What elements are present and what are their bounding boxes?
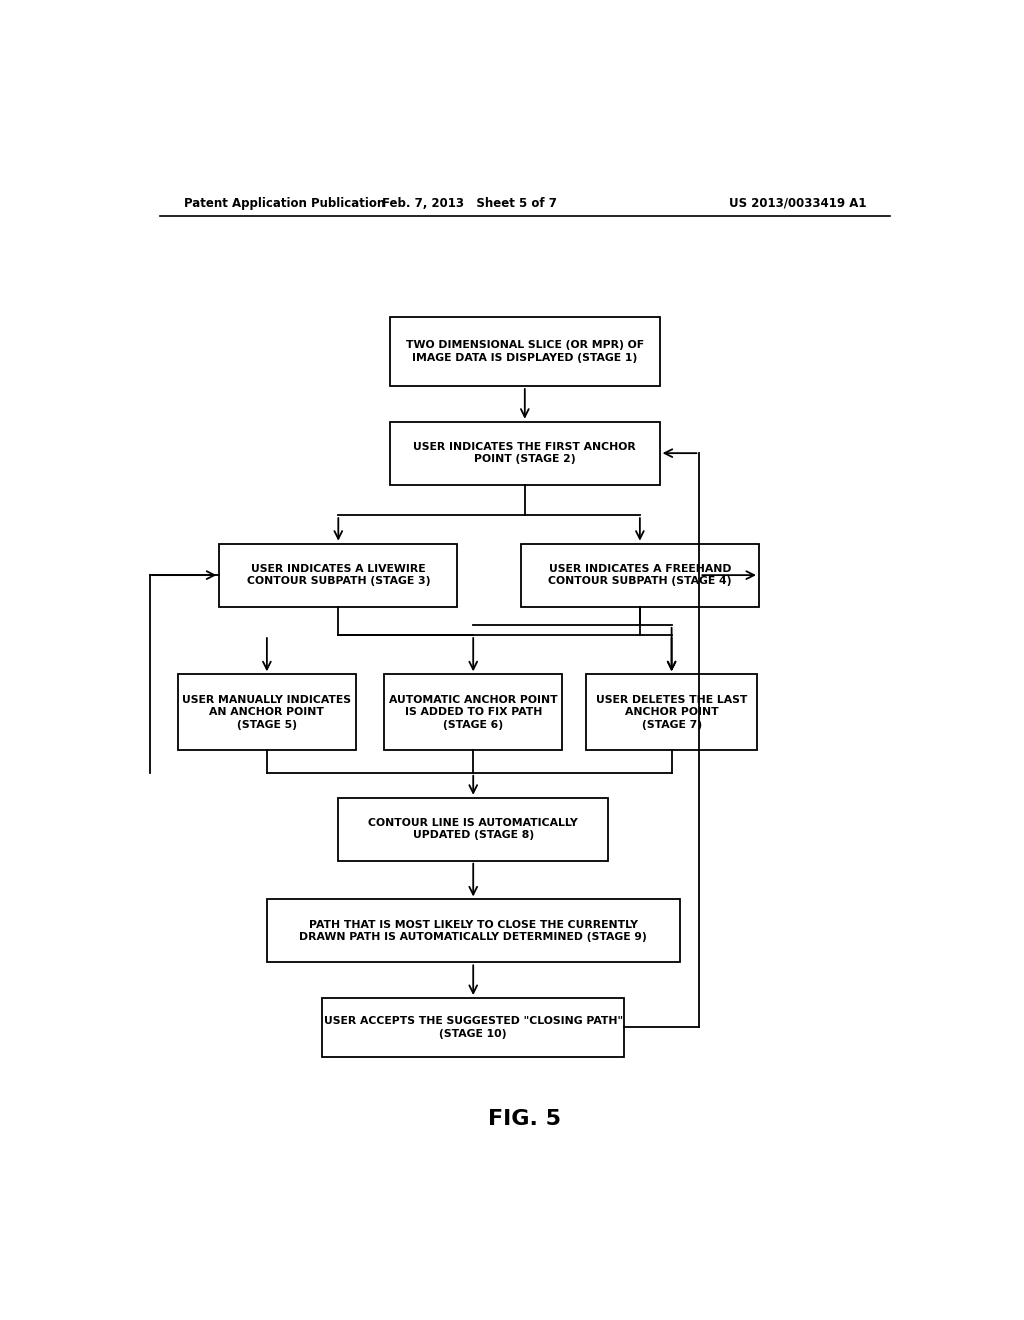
Text: AUTOMATIC ANCHOR POINT
IS ADDED TO FIX PATH
(STAGE 6): AUTOMATIC ANCHOR POINT IS ADDED TO FIX P… [389,694,557,730]
Text: US 2013/0033419 A1: US 2013/0033419 A1 [728,197,866,210]
Text: TWO DIMENSIONAL SLICE (OR MPR) OF
IMAGE DATA IS DISPLAYED (STAGE 1): TWO DIMENSIONAL SLICE (OR MPR) OF IMAGE … [406,341,644,363]
Text: USER DELETES THE LAST
ANCHOR POINT
(STAGE 7): USER DELETES THE LAST ANCHOR POINT (STAG… [596,694,748,730]
Bar [323,998,624,1057]
Bar [390,317,659,385]
Bar [177,675,356,751]
Bar [267,899,680,962]
Bar [219,544,458,607]
Text: USER ACCEPTS THE SUGGESTED "CLOSING PATH"
(STAGE 10): USER ACCEPTS THE SUGGESTED "CLOSING PATH… [324,1016,623,1039]
Text: Feb. 7, 2013   Sheet 5 of 7: Feb. 7, 2013 Sheet 5 of 7 [382,197,557,210]
Text: USER INDICATES A LIVEWIRE
CONTOUR SUBPATH (STAGE 3): USER INDICATES A LIVEWIRE CONTOUR SUBPAT… [247,564,430,586]
Text: USER MANUALLY INDICATES
AN ANCHOR POINT
(STAGE 5): USER MANUALLY INDICATES AN ANCHOR POINT … [182,694,351,730]
Bar [521,544,759,607]
Text: Patent Application Publication: Patent Application Publication [183,197,385,210]
Bar [587,675,757,751]
Bar [390,421,659,484]
Text: USER INDICATES THE FIRST ANCHOR
POINT (STAGE 2): USER INDICATES THE FIRST ANCHOR POINT (S… [414,442,636,465]
Text: CONTOUR LINE IS AUTOMATICALLY
UPDATED (STAGE 8): CONTOUR LINE IS AUTOMATICALLY UPDATED (S… [369,818,579,841]
Text: USER INDICATES A FREEHAND
CONTOUR SUBPATH (STAGE 4): USER INDICATES A FREEHAND CONTOUR SUBPAT… [548,564,731,586]
Text: FIG. 5: FIG. 5 [488,1109,561,1129]
Text: PATH THAT IS MOST LIKELY TO CLOSE THE CURRENTLY
DRAWN PATH IS AUTOMATICALLY DETE: PATH THAT IS MOST LIKELY TO CLOSE THE CU… [299,920,647,942]
Bar [384,675,562,751]
Bar [338,797,608,861]
